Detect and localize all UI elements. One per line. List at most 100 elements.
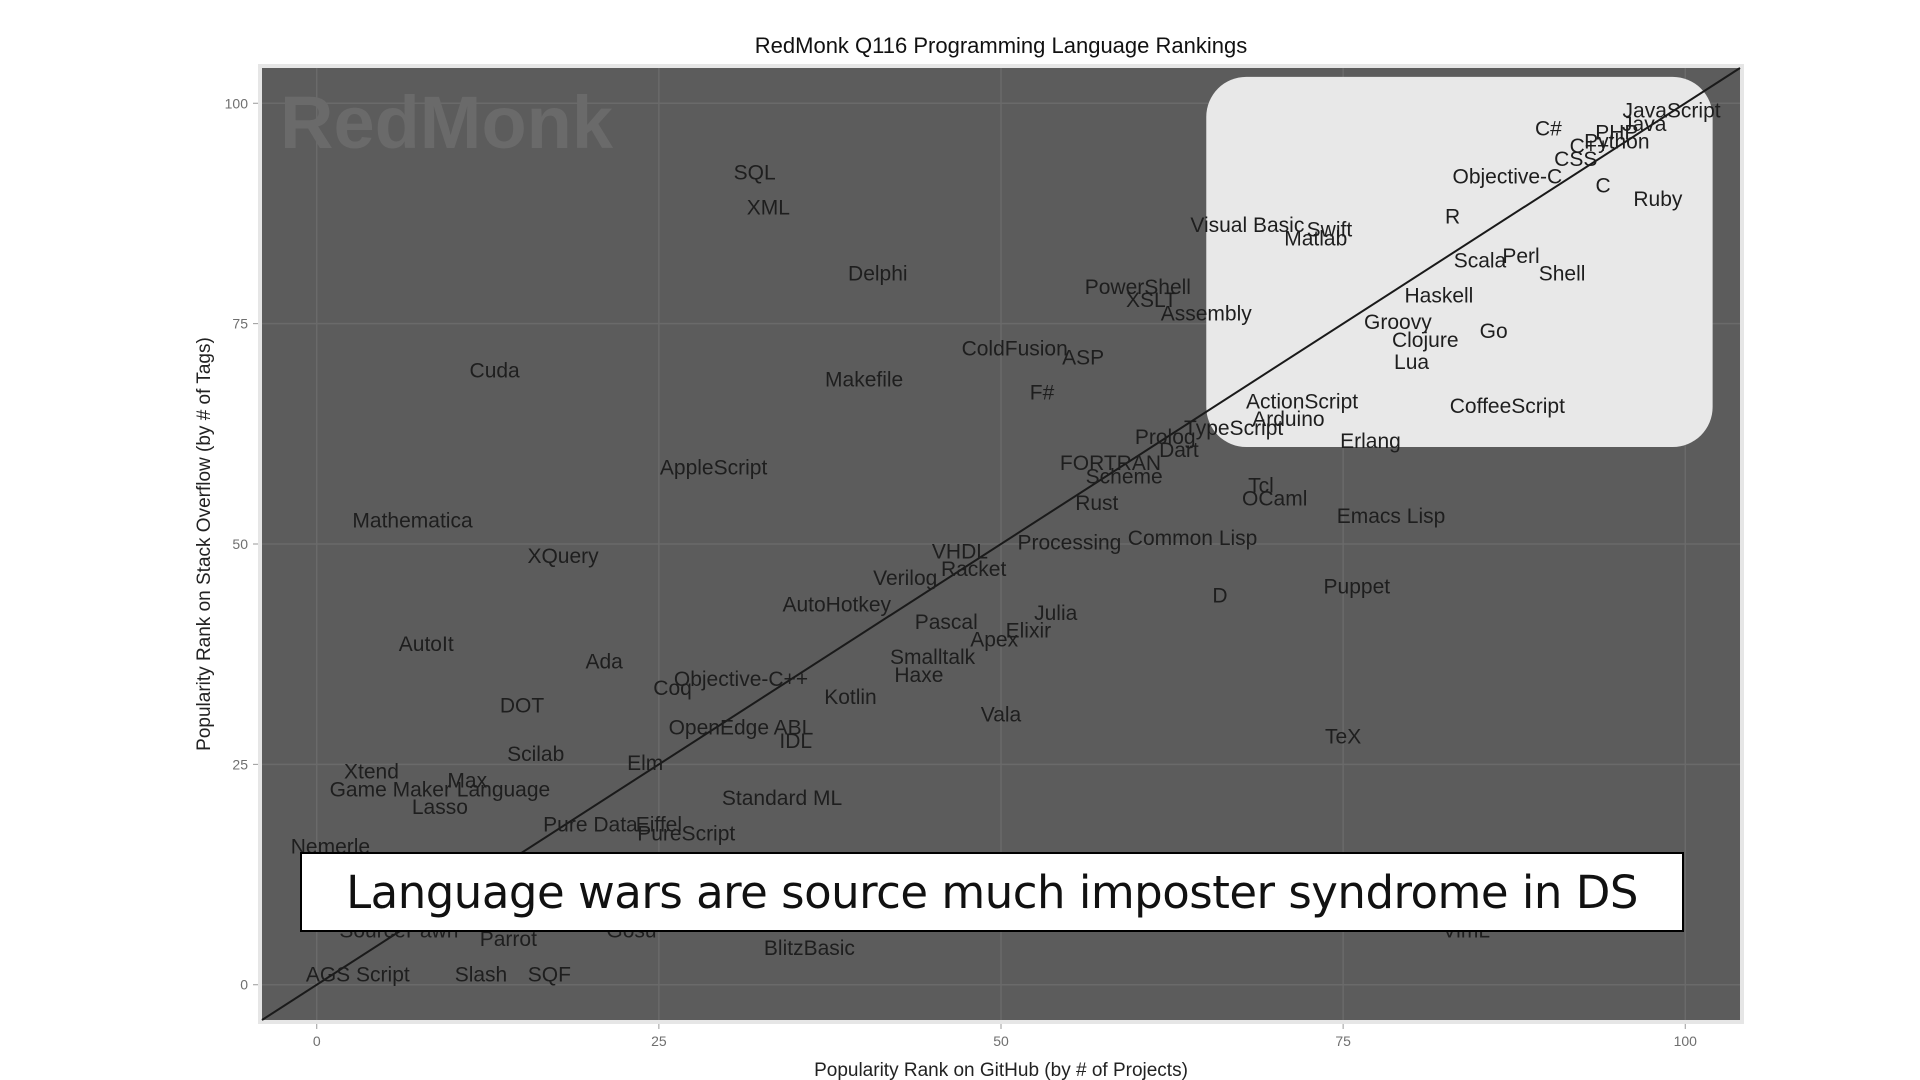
language-label: C# — [1535, 117, 1562, 140]
language-label: Max — [447, 770, 487, 793]
language-label: FORTRAN — [1060, 452, 1161, 475]
language-label: Kotlin — [824, 686, 877, 709]
language-label: Common Lisp — [1128, 527, 1258, 550]
language-label: F# — [1030, 382, 1055, 405]
language-label: Julia — [1034, 602, 1078, 625]
language-label: Visual Basic — [1190, 214, 1304, 237]
language-label: OCaml — [1242, 487, 1307, 510]
language-label: Assembly — [1161, 302, 1253, 325]
language-label: Elm — [627, 752, 663, 775]
language-label: Makefile — [825, 368, 903, 391]
language-label: Game Maker Language — [330, 778, 551, 801]
language-label: Processing — [1017, 532, 1121, 555]
caption-text: Language wars are source much imposter s… — [346, 865, 1638, 919]
language-label: XML — [747, 197, 790, 220]
language-label: Elixir — [1006, 620, 1052, 643]
language-label: TypeScript — [1184, 417, 1283, 440]
language-label: DOT — [500, 695, 545, 718]
language-label: Vala — [981, 703, 1022, 726]
language-label: JavaScript — [1623, 100, 1721, 123]
language-label: Arduino — [1252, 408, 1324, 431]
language-label: Matlab — [1284, 227, 1347, 250]
language-label: Objective-C — [1453, 166, 1563, 189]
language-label: Haxe — [894, 664, 943, 687]
language-label: AGS Script — [306, 963, 410, 986]
language-label: C — [1596, 175, 1611, 198]
y-tick-label: 50 — [232, 536, 248, 552]
language-label: Slash — [455, 963, 508, 986]
language-label: ActionScript — [1246, 391, 1358, 414]
highlight-region — [1206, 76, 1713, 448]
x-tick-label: 100 — [1674, 1033, 1698, 1049]
x-tick-label: 50 — [993, 1033, 1009, 1049]
language-label: R — [1445, 205, 1460, 228]
language-label: Smalltalk — [890, 646, 976, 669]
language-label: Apex — [970, 629, 1018, 652]
language-label: Python — [1584, 130, 1649, 153]
y-tick-label: 0 — [240, 977, 248, 993]
language-label: Dart — [1159, 439, 1199, 462]
y-tick-label: 25 — [232, 756, 248, 772]
language-label: Prolog — [1135, 426, 1196, 449]
language-label: Ada — [585, 651, 623, 674]
language-label: D — [1212, 584, 1227, 607]
y-tick-label: 75 — [232, 316, 248, 332]
caption-banner: Language wars are source much imposter s… — [300, 852, 1684, 932]
language-label: Java — [1622, 113, 1667, 136]
x-tick-label: 0 — [313, 1033, 321, 1049]
language-label: SQL — [734, 161, 776, 184]
language-label: Scilab — [507, 743, 564, 766]
language-label: Perl — [1502, 245, 1539, 268]
language-label: Go — [1480, 320, 1508, 343]
language-label: IDL — [779, 730, 812, 753]
language-label: SQF — [528, 963, 571, 986]
language-label: Puppet — [1324, 576, 1391, 599]
language-label: XQuery — [527, 545, 599, 568]
language-label: XSLT — [1126, 289, 1177, 312]
language-label: Xtend — [344, 761, 399, 784]
x-tick-label: 25 — [651, 1033, 667, 1049]
language-label: Scheme — [1086, 465, 1163, 488]
language-label: ASP — [1062, 346, 1104, 369]
language-label: Objective-C++ — [674, 668, 808, 691]
language-label: AutoIt — [399, 633, 454, 656]
language-label: AutoHotkey — [782, 593, 891, 616]
x-axis-ticks: 0 25 50 75 100 — [313, 1024, 1697, 1049]
x-tick-label: 75 — [1335, 1033, 1351, 1049]
language-label: Standard ML — [722, 787, 842, 810]
y-tick-label: 100 — [225, 95, 249, 111]
language-label: PHP — [1595, 122, 1638, 145]
language-label: Racket — [941, 558, 1007, 581]
y-axis-title: Popularity Rank on Stack Overflow (by # … — [194, 337, 215, 751]
language-label: Haskell — [1404, 285, 1473, 308]
language-label: Verilog — [873, 567, 937, 590]
language-label: CSS — [1554, 148, 1597, 171]
language-label: VHDL — [932, 540, 988, 563]
language-label: Rust — [1075, 492, 1118, 515]
language-label: OpenEdge ABL — [669, 717, 814, 740]
language-label: Swift — [1307, 219, 1353, 242]
language-label: Scala — [1454, 249, 1507, 272]
language-label: Tcl — [1248, 474, 1274, 497]
language-label: Erlang — [1340, 430, 1401, 453]
x-axis-title: Popularity Rank on GitHub (by # of Proje… — [814, 1060, 1188, 1080]
language-label: Emacs Lisp — [1337, 505, 1446, 528]
language-label: BlitzBasic — [764, 937, 855, 960]
language-label: Delphi — [848, 263, 908, 286]
language-label: C++ — [1570, 135, 1610, 158]
language-label: Pascal — [915, 611, 978, 634]
language-label: Eiffel — [636, 814, 682, 837]
chart-title: RedMonk Q116 Programming Language Rankin… — [755, 33, 1247, 58]
language-label: ColdFusion — [962, 338, 1068, 361]
language-label: Ruby — [1633, 188, 1683, 211]
language-label: Mathematica — [352, 510, 473, 533]
language-label: Pure Data — [543, 814, 638, 837]
language-label: Parrot — [480, 928, 537, 951]
language-label: TeX — [1325, 725, 1361, 748]
language-label: CoffeeScript — [1450, 395, 1565, 418]
language-label: PureScript — [637, 822, 735, 845]
y-axis-ticks: 0 25 50 75 100 — [225, 95, 258, 993]
redmonk-watermark: RedMonk — [280, 81, 614, 164]
